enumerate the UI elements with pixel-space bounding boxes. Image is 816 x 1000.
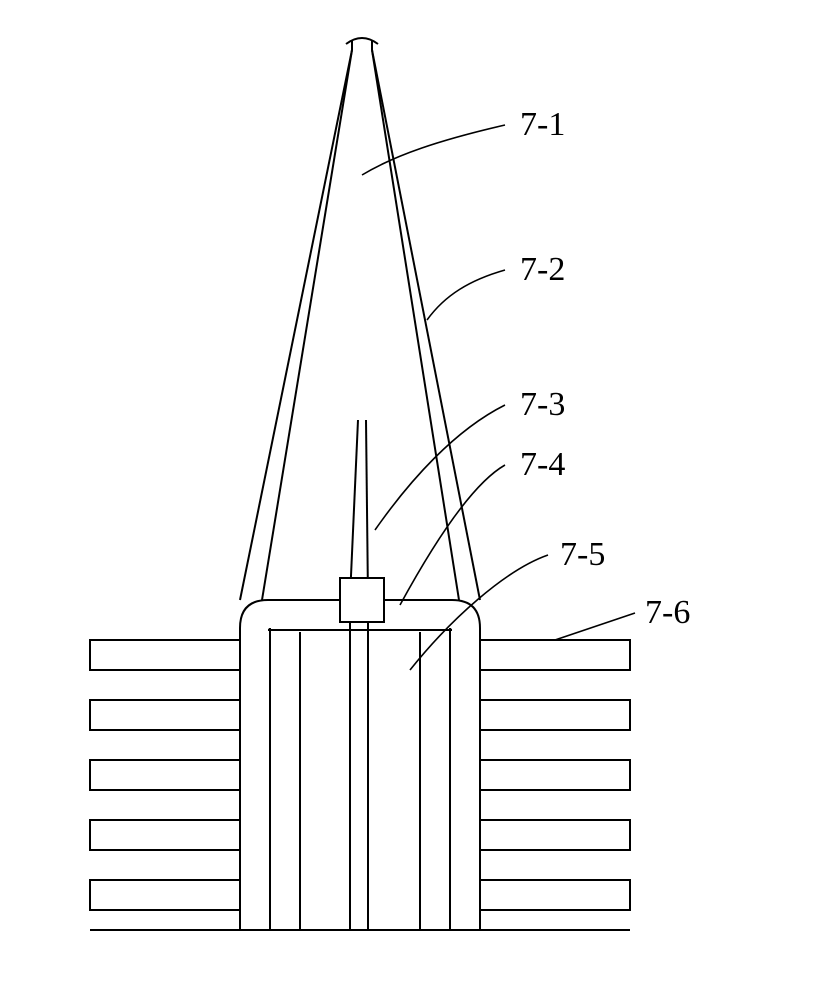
u-frame-outer: [240, 600, 480, 930]
label-7-3: 7-3: [520, 386, 565, 423]
label-7-4: 7-4: [520, 446, 565, 483]
leader-7-3: [375, 405, 505, 530]
leader-7-1: [362, 125, 505, 175]
fin: [480, 760, 630, 790]
fin: [90, 700, 240, 730]
label-7-5: 7-5: [560, 536, 605, 573]
leader-7-6: [555, 613, 635, 640]
hub-block: [340, 578, 384, 622]
fin: [90, 880, 240, 910]
fin: [480, 880, 630, 910]
label-7-2: 7-2: [520, 251, 565, 288]
label-7-6: 7-6: [645, 594, 690, 631]
leader-7-2: [427, 270, 505, 320]
fin: [90, 820, 240, 850]
fin: [480, 820, 630, 850]
u-frame-inner: [268, 628, 452, 930]
leader-7-4: [400, 465, 505, 605]
fin: [480, 700, 630, 730]
diagram-canvas: 7-1 7-2 7-3 7-4 7-5 7-6: [0, 0, 816, 1000]
label-7-1: 7-1: [520, 106, 565, 143]
fin: [90, 640, 240, 670]
fin: [480, 640, 630, 670]
fin: [90, 760, 240, 790]
